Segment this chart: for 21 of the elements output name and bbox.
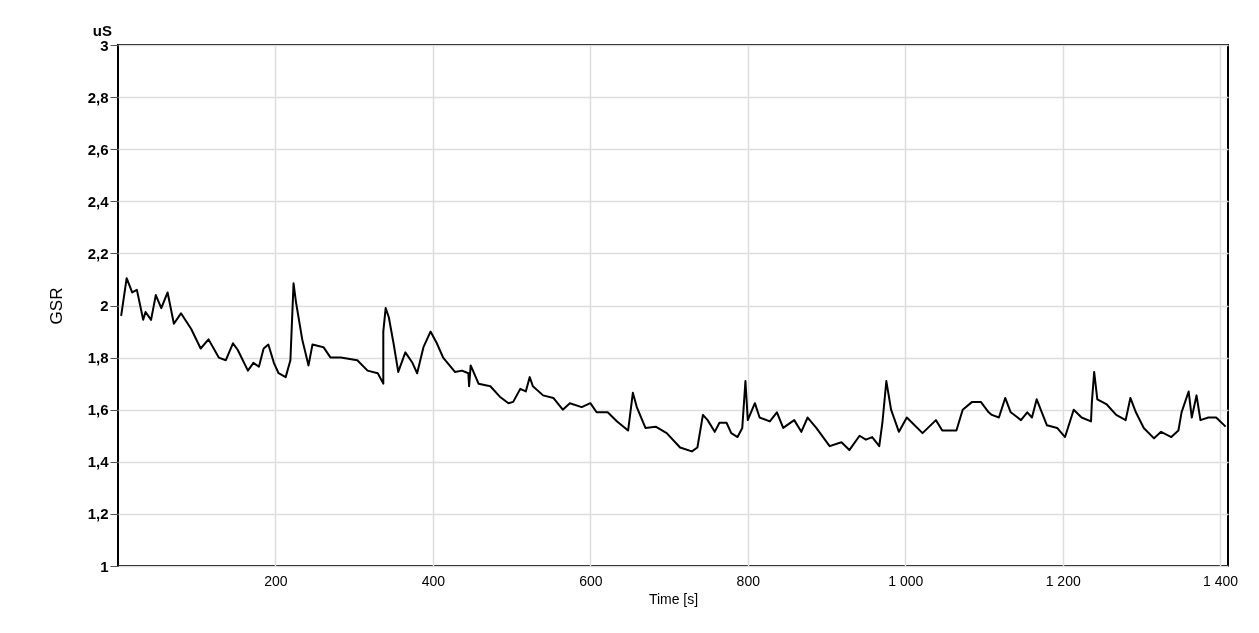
- x-tick-label: 600: [579, 572, 603, 589]
- x-tick-label: 800: [736, 572, 761, 589]
- y-tick-label: 1,8: [87, 349, 109, 367]
- y-tick-label: 1,4: [87, 453, 110, 471]
- y-tick-label: 2,8: [87, 88, 109, 106]
- y-tick-label: 1: [100, 557, 109, 575]
- y-tick-label: 1,6: [87, 401, 109, 419]
- x-tick-label: 400: [421, 572, 446, 589]
- y-axis-title: GSR: [46, 287, 66, 325]
- x-tick-label: 1 000: [888, 572, 924, 589]
- x-tick-label: 1 200: [1045, 572, 1081, 589]
- x-tick-label: 200: [264, 572, 288, 589]
- x-axis-title: Time [s]: [648, 590, 699, 607]
- y-tick-label: 2,2: [87, 244, 109, 262]
- text: uS: [92, 22, 112, 39]
- y-tick-label: 2: [100, 297, 109, 314]
- y-tick-label: 1,2: [87, 505, 109, 523]
- y-tick-label: 2,4: [87, 192, 110, 210]
- y-tick-label: 2,6: [87, 140, 109, 158]
- y-tick-label: 3: [100, 36, 109, 54]
- x-tick-label: 1 400: [1203, 572, 1239, 589]
